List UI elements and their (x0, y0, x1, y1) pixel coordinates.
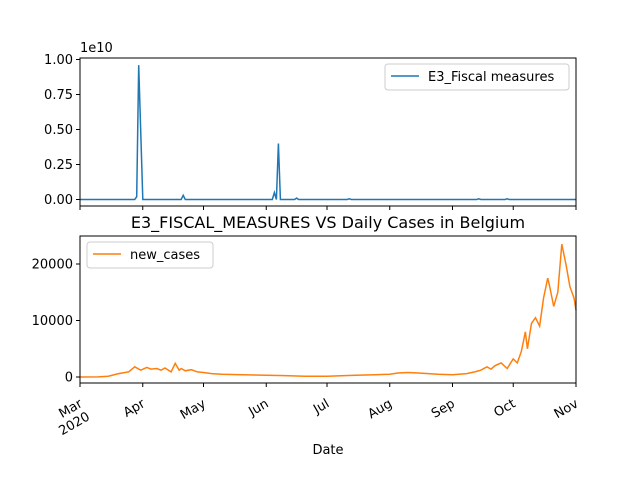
new-cases-line (79, 244, 577, 378)
top-axes-frame (79, 57, 577, 207)
top-legend: E3_Fiscal measures (384, 63, 570, 91)
top-legend-box (384, 63, 570, 91)
bottom-y-tick-label: 20000 (32, 258, 73, 273)
top-axes: 1e10 0.00 0.25 0.50 0.75 1.00 E3_Fiscal meas… (44, 41, 577, 210)
chart-title: E3_FISCAL_MEASURES VS Daily Cases in Bel… (131, 213, 525, 233)
top-y-offset-label: 1e10 (80, 41, 113, 56)
top-y-tick-label: 0.75 (44, 88, 73, 103)
bottom-axes: E3_FISCAL_MEASURES VS Daily Cases in Bel… (32, 213, 582, 458)
top-y-tick-label: 0.00 (44, 193, 73, 208)
bottom-y-tick-label: 0 (65, 371, 73, 386)
bottom-y-tick-label: 10000 (32, 314, 73, 329)
x-axis-label: Date (312, 443, 343, 458)
bottom-x-tick-label: Jul (310, 396, 332, 417)
top-y-ticks: 0.00 0.25 0.50 0.75 1.00 (44, 53, 80, 208)
top-legend-label: E3_Fiscal measures (428, 70, 554, 85)
bottom-legend-label: new_cases (130, 248, 200, 263)
top-y-tick-label: 0.25 (44, 158, 73, 173)
top-x-ticks (79, 206, 577, 210)
bottom-axes-frame (79, 235, 577, 384)
top-y-tick-label: 1.00 (44, 53, 73, 68)
bottom-y-ticks: 0 10000 20000 (32, 258, 80, 386)
fiscal-measures-line (80, 65, 576, 201)
bottom-legend-box (86, 241, 214, 269)
top-y-tick-label: 0.50 (44, 123, 73, 138)
bottom-legend: new_cases (86, 241, 214, 269)
bottom-x-tick-label-line: Jul (310, 396, 332, 417)
